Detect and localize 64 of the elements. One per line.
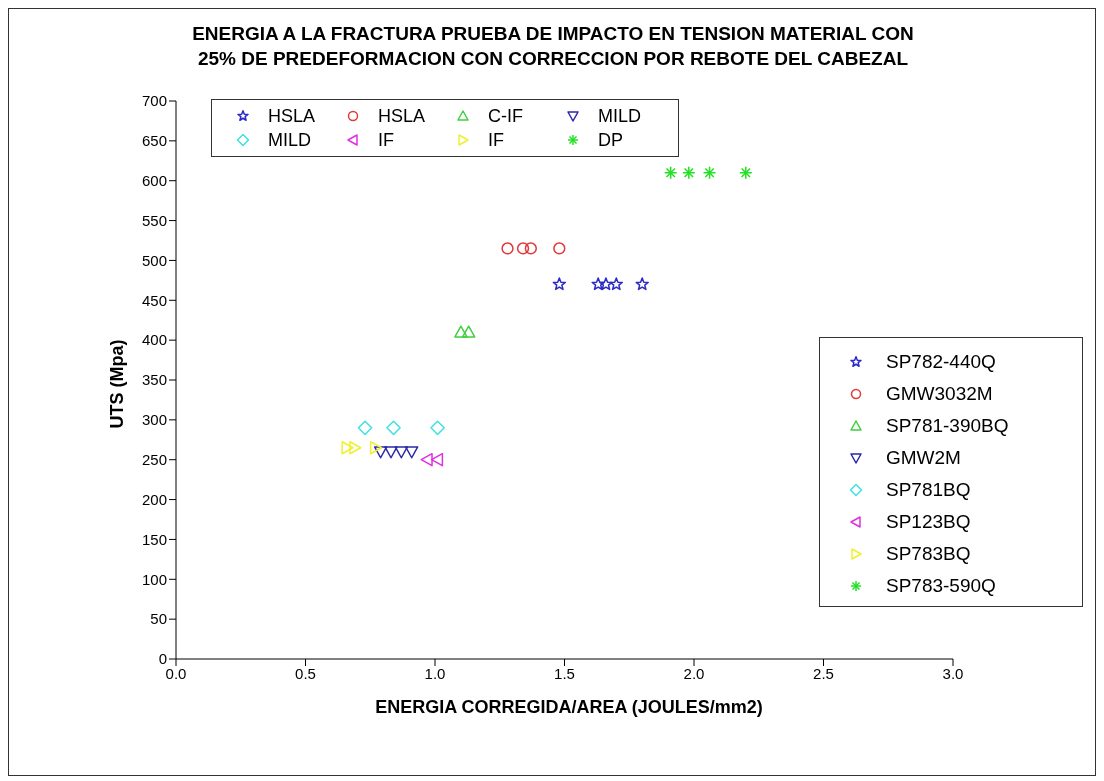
point [341, 441, 354, 455]
x-tick-label: 0.5 [295, 664, 316, 682]
y-tick-label: 450 [141, 291, 167, 309]
y-axis-title: UTS (Mpa) [106, 339, 128, 429]
annotation: HSLA [268, 105, 316, 127]
point [501, 242, 514, 255]
x-tick-label: 1.0 [424, 664, 446, 682]
x-tick-label: 3.0 [942, 664, 964, 682]
annotation: IF [488, 129, 504, 151]
annotation: C-IF [488, 105, 523, 127]
annotation: DP [598, 129, 624, 151]
y-tick-label: 250 [141, 451, 167, 469]
point [552, 277, 567, 291]
point [599, 277, 613, 291]
point [394, 446, 409, 459]
y-tick-label: 200 [141, 490, 167, 508]
point [430, 420, 445, 436]
y-tick-label: 700 [141, 92, 167, 110]
point [386, 420, 401, 436]
point [461, 325, 476, 338]
legend-label: GMW2M [886, 447, 961, 469]
y-tick-label: 0 [158, 650, 167, 668]
point [553, 242, 566, 255]
point [404, 446, 419, 459]
point [609, 277, 624, 291]
point [369, 441, 383, 455]
legend-label: SP782-440Q [886, 351, 996, 373]
point [516, 242, 530, 255]
y-tick-label: 400 [141, 331, 167, 349]
x-tick-label: 0.0 [165, 664, 187, 682]
y-tick-label: 500 [141, 251, 167, 269]
point [420, 452, 433, 467]
legend-label: SP783-590Q [886, 575, 996, 597]
legend-label: SP123BQ [886, 511, 971, 533]
legend-label: SP781-390BQ [886, 415, 1009, 437]
point [373, 446, 388, 459]
y-tick-label: 600 [141, 172, 167, 190]
y-tick-label: 550 [141, 211, 167, 229]
point [524, 242, 537, 255]
y-tick-label: 50 [150, 610, 167, 628]
point [357, 420, 373, 436]
point [349, 441, 362, 455]
point [430, 452, 444, 467]
x-axis-title: ENERGIA CORREGIDA/AREA (JOULES/mm2) [374, 697, 764, 718]
x-tick-label: 2.5 [813, 664, 834, 682]
annotation: IF [378, 129, 394, 151]
chart-title: ENERGIA A LA FRACTURA PRUEBA DE IMPACTO EN TENSION MATERIAL CON 25% DE PREDEFORMACION CON CORRECCION POR REBOTE DEL CABEZAL [191, 22, 915, 71]
legend-label: SP783BQ [886, 543, 971, 565]
point [591, 277, 605, 291]
x-tick-label: 2.0 [683, 664, 705, 682]
point [384, 446, 398, 459]
annotation: MILD [598, 105, 642, 127]
y-tick-label: 150 [141, 530, 167, 548]
legend-label: SP781BQ [886, 479, 971, 501]
y-tick-label: 300 [141, 411, 167, 429]
y-tick-label: 350 [141, 371, 167, 389]
annotation: HSLA [378, 105, 426, 127]
y-tick-label: 650 [141, 132, 167, 150]
point [635, 277, 649, 291]
legend-label: GMW3032M [886, 383, 993, 405]
point [454, 325, 468, 338]
y-tick-label: 100 [141, 570, 167, 588]
annotation: MILD [268, 129, 312, 151]
x-tick-label: 1.5 [554, 664, 575, 682]
